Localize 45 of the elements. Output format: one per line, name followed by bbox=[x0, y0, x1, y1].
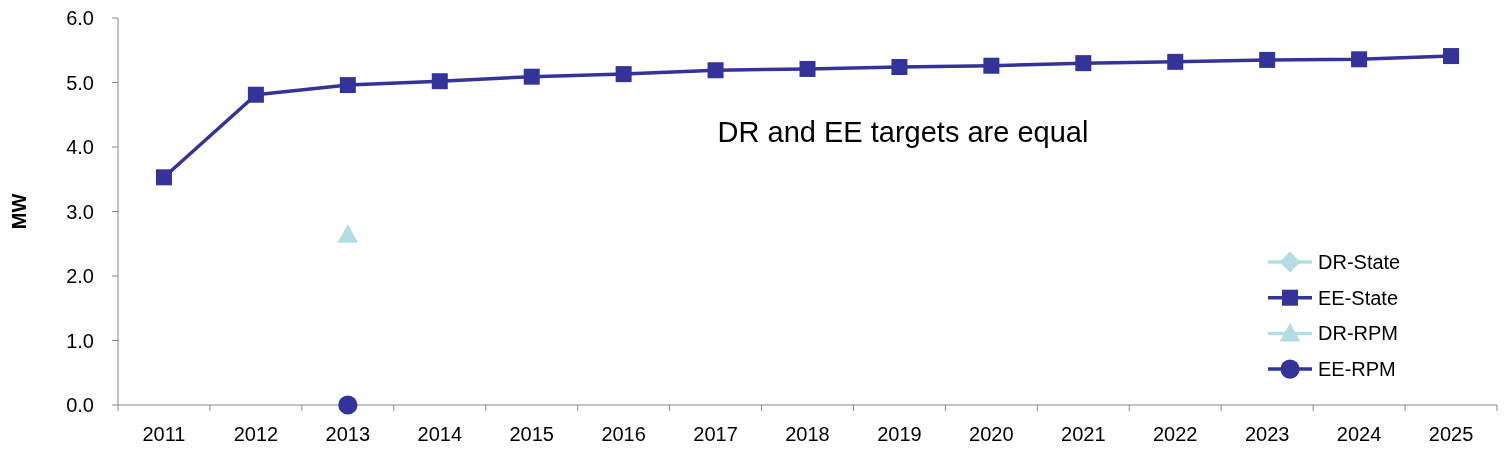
y-tick-label: 4.0 bbox=[66, 136, 94, 158]
y-tick-label: 3.0 bbox=[66, 200, 94, 223]
x-tick-label: 2014 bbox=[417, 423, 463, 445]
x-tick-label: 2020 bbox=[969, 423, 1014, 445]
legend-label: DR-State bbox=[1318, 251, 1401, 273]
x-tick-label: 2017 bbox=[693, 423, 738, 445]
x-tick-label: 2022 bbox=[1152, 423, 1198, 445]
y-tick-label: 6.0 bbox=[66, 7, 94, 29]
x-tick-label: 2013 bbox=[325, 423, 371, 445]
point bbox=[247, 86, 264, 103]
legend-label: DR-RPM bbox=[1318, 322, 1398, 345]
point bbox=[891, 59, 908, 76]
point bbox=[1351, 51, 1368, 68]
point bbox=[339, 77, 356, 94]
point bbox=[1075, 55, 1092, 72]
point bbox=[155, 169, 172, 186]
x-tick-label: 2018 bbox=[785, 423, 830, 445]
point bbox=[1259, 51, 1276, 68]
point bbox=[983, 57, 1000, 74]
annotation: DR and EE targets are equal bbox=[717, 116, 1089, 148]
x-tick-label: 2021 bbox=[1061, 423, 1106, 445]
point bbox=[1167, 53, 1184, 70]
y-tick-label: 0.0 bbox=[66, 394, 94, 416]
x-tick-label: 2025 bbox=[1428, 423, 1474, 445]
x-tick-label: 2011 bbox=[142, 423, 186, 445]
point bbox=[707, 62, 724, 79]
legend-label: EE-State bbox=[1318, 286, 1399, 309]
x-tick-label: 2023 bbox=[1244, 423, 1290, 445]
x-tick-label: 2016 bbox=[601, 423, 646, 445]
point bbox=[431, 73, 448, 90]
y-axis-title: MW bbox=[8, 193, 30, 230]
legend-label: EE-RPM bbox=[1318, 358, 1396, 381]
point bbox=[1443, 48, 1460, 65]
x-tick-label: 2015 bbox=[509, 423, 554, 445]
y-tick-label: 1.0 bbox=[66, 329, 94, 352]
y-tick-label: 5.0 bbox=[66, 71, 94, 94]
point bbox=[615, 66, 632, 83]
y-tick-label: 2.0 bbox=[66, 265, 94, 287]
x-tick-label: 2024 bbox=[1336, 423, 1382, 445]
point bbox=[337, 224, 359, 243]
x-tick-label: 2019 bbox=[877, 423, 922, 445]
point bbox=[523, 68, 540, 85]
x-tick-label: 2012 bbox=[233, 423, 279, 445]
point bbox=[799, 60, 816, 77]
point bbox=[338, 395, 358, 415]
